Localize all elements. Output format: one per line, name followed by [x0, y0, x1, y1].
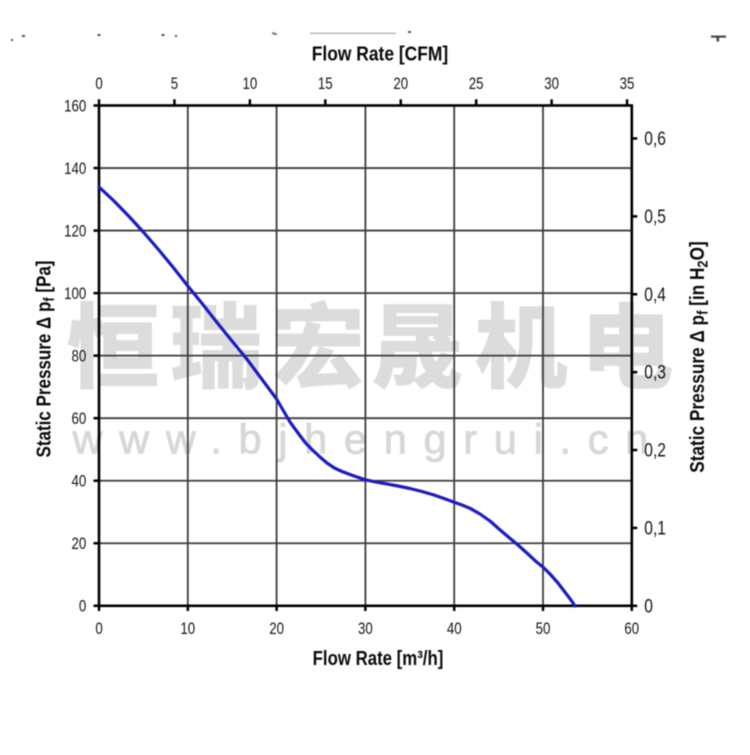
svg-text:Static Pressure Δ pf [in H2O]: Static Pressure Δ pf [in H2O] [686, 241, 711, 472]
svg-text:20: 20 [393, 76, 408, 93]
svg-text:160: 160 [64, 98, 86, 115]
svg-text:40: 40 [72, 473, 87, 490]
svg-text:0,2: 0,2 [644, 439, 666, 461]
svg-text:0,5: 0,5 [644, 205, 666, 227]
svg-text:35: 35 [620, 76, 635, 93]
svg-text:Static Pressure Δ pf [Pa]: Static Pressure Δ pf [Pa] [32, 261, 57, 458]
svg-text:Flow Rate [m³/h]: Flow Rate [m³/h] [313, 646, 444, 669]
svg-text:0: 0 [644, 595, 653, 617]
svg-text:0: 0 [95, 76, 102, 93]
svg-text:0: 0 [95, 621, 102, 638]
svg-text:0,4: 0,4 [644, 283, 666, 305]
svg-text:0: 0 [79, 598, 86, 615]
svg-text:25: 25 [469, 76, 484, 93]
svg-text:0,1: 0,1 [644, 517, 666, 539]
svg-text:100: 100 [64, 286, 86, 303]
svg-text:30: 30 [544, 76, 559, 93]
svg-text:10: 10 [242, 76, 257, 93]
svg-text:0,3: 0,3 [644, 361, 666, 383]
svg-text:0,6: 0,6 [644, 127, 666, 149]
svg-text:60: 60 [624, 621, 639, 638]
svg-text:80: 80 [72, 348, 87, 365]
svg-text:20: 20 [72, 536, 87, 553]
svg-text:50: 50 [536, 621, 551, 638]
svg-text:60: 60 [72, 411, 87, 428]
svg-text:120: 120 [64, 223, 86, 240]
svg-text:20: 20 [269, 621, 284, 638]
svg-text:15: 15 [318, 76, 333, 93]
svg-text:140: 140 [64, 161, 86, 178]
svg-text:40: 40 [447, 621, 462, 638]
svg-text:Flow Rate [CFM]: Flow Rate [CFM] [312, 43, 448, 66]
svg-text:10: 10 [180, 621, 195, 638]
svg-text:30: 30 [358, 621, 373, 638]
svg-text:5: 5 [171, 76, 178, 93]
svg-text:www.bjhengrui.cn: www.bjhengrui.cn [72, 416, 665, 463]
